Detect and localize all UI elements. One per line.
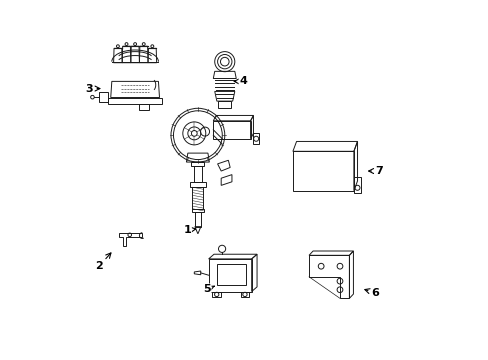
Text: 6: 6 <box>364 288 379 298</box>
Text: 1: 1 <box>183 225 195 235</box>
Text: 4: 4 <box>234 76 247 86</box>
Text: 7: 7 <box>368 166 382 176</box>
Text: 3: 3 <box>85 84 100 94</box>
Text: 2: 2 <box>95 253 111 271</box>
Text: 5: 5 <box>203 284 214 294</box>
